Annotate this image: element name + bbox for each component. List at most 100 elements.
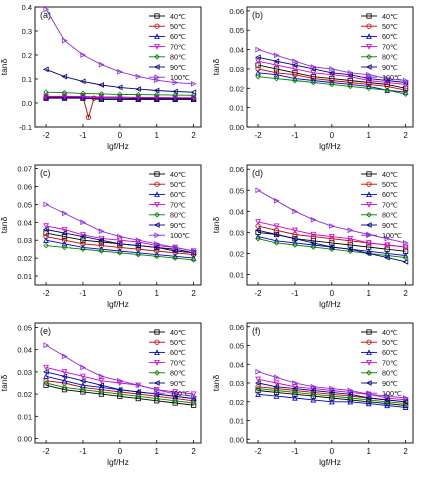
x-tick-label: -1 [79, 289, 87, 298]
legend-marker [153, 380, 160, 386]
data-point [255, 376, 261, 383]
data-point [273, 62, 280, 69]
legend-marker [154, 349, 160, 355]
plot-frame [34, 322, 202, 444]
data-point [172, 92, 178, 98]
data-point [61, 369, 68, 375]
data-point [402, 258, 409, 265]
y-tick-label: 0.02 [17, 254, 32, 263]
data-point [402, 400, 409, 407]
y-tick-label: 0.01 [17, 272, 32, 281]
legend-label: 50℃ [170, 338, 186, 347]
data-point [117, 377, 123, 384]
legend-label: 60℃ [382, 32, 398, 41]
series-line [258, 382, 406, 403]
data-point [292, 58, 299, 65]
chart-panel: -2 -1 0 1 2 0.00 0.01 0.02 0.03 0.04 0.05 lgf/Hz tan… [0, 322, 202, 467]
legend-marker [153, 64, 160, 70]
legend-label: 70℃ [382, 42, 398, 51]
legend-marker [154, 33, 160, 39]
data-point [329, 246, 335, 252]
series-line [258, 378, 406, 401]
data-point [135, 251, 142, 258]
y-tick-label: 0.03 [229, 228, 244, 237]
legend-label: 50℃ [382, 180, 398, 189]
data-point [98, 237, 104, 244]
legend-marker [153, 222, 160, 228]
y-tick-label: 0.04 [229, 360, 244, 369]
x-tick-label: -1 [291, 289, 299, 298]
data-point [135, 95, 142, 102]
data-point [117, 91, 123, 98]
y-tick-label: 0.00 [229, 123, 244, 132]
series-line [258, 76, 406, 95]
x-axis-label: lgf/Hz [107, 457, 129, 467]
x-tick-label: 1 [155, 289, 160, 298]
y-tick-label: 0.04 [229, 46, 244, 55]
data-point [153, 244, 160, 251]
legend-label: 70℃ [382, 358, 398, 367]
legend-marker [154, 329, 160, 335]
data-point [61, 244, 68, 251]
data-point [80, 90, 86, 97]
y-tick-label: 0.02 [229, 84, 244, 93]
x-tick-label: 0 [118, 289, 123, 298]
data-point [191, 393, 197, 400]
y-tick-label: 0.05 [229, 342, 244, 351]
legend-label: 80℃ [382, 53, 398, 62]
y-axis-label: tanδ [0, 374, 9, 391]
data-point [402, 89, 409, 95]
legend-marker [366, 181, 372, 187]
data-point [98, 382, 104, 389]
legend-marker [366, 232, 373, 239]
data-point [255, 219, 261, 225]
y-tick-label: 0.1 [22, 75, 32, 84]
legend-marker [154, 23, 160, 29]
data-point [135, 91, 142, 98]
y-tick-label: 0.03 [17, 236, 32, 245]
series-line [46, 97, 194, 100]
data-point [135, 242, 141, 249]
series-line [257, 221, 406, 248]
data-point [384, 242, 391, 249]
data-point [79, 233, 86, 240]
x-axis-label: lgf/Hz [107, 141, 129, 151]
legend-marker [154, 339, 160, 345]
data-point [292, 389, 298, 396]
legend-marker [365, 64, 372, 70]
x-axis-label: lgf/Hz [107, 299, 129, 309]
data-point [384, 235, 391, 242]
legend-label: 90℃ [170, 221, 186, 230]
x-tick-label: 2 [191, 131, 196, 140]
data-point [328, 398, 335, 405]
data-point [80, 364, 87, 371]
data-point [80, 52, 87, 58]
series-line [45, 366, 194, 395]
data-point [365, 400, 372, 407]
chart-panel: -2 -1 0 1 2 0.00 0.01 0.02 0.03 0.04 0.05 0.06 lgf/H… [211, 6, 414, 151]
data-point [310, 79, 317, 86]
legend-marker [366, 212, 372, 218]
y-tick-label: 0.04 [17, 218, 32, 227]
data-point [98, 389, 105, 395]
data-point [347, 387, 354, 394]
plot-frame [34, 164, 202, 286]
data-point [191, 248, 197, 254]
data-point [172, 389, 179, 395]
data-point [310, 64, 317, 70]
plot-frame [246, 164, 414, 286]
legend-marker [154, 171, 160, 177]
y-tick-label: 0.02 [229, 249, 244, 258]
data-point [135, 73, 142, 80]
data-point [172, 255, 178, 261]
panel-label: (b) [252, 10, 263, 20]
y-tick-label: 0.02 [17, 390, 32, 399]
x-tick-label: -2 [43, 131, 51, 140]
x-tick-label: -2 [255, 447, 263, 456]
legend-marker [366, 329, 372, 335]
data-point [310, 387, 316, 394]
data-point [172, 244, 179, 251]
legend-label: 90℃ [170, 379, 186, 388]
data-point [347, 398, 354, 405]
